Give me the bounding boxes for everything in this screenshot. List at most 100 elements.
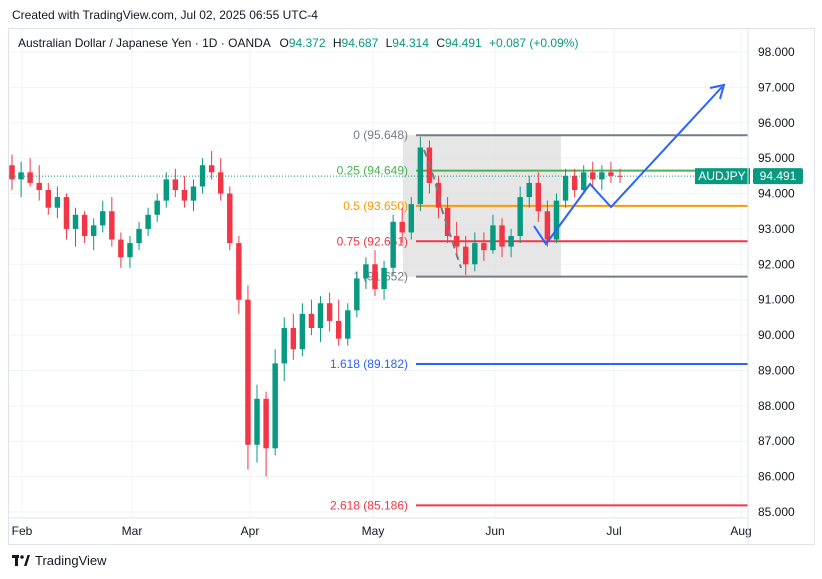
y-tick-label: 93.000 [758,222,795,236]
x-tick-label: May [362,524,385,538]
candle [236,236,242,314]
candle [535,172,542,222]
candle-body [27,172,33,183]
y-tick-label: 98.000 [758,45,795,59]
candle [517,186,523,244]
candle-body [36,182,42,190]
tradingview-logo-icon [12,555,30,566]
chart-frame [8,28,815,545]
y-tick-label: 92.000 [758,257,795,271]
candle-body [562,175,569,201]
candle-body [172,179,179,190]
fib-level-label: 2.618 (85.186) [330,498,408,512]
candle [417,136,424,212]
fib-level-label: 0.25 (94.649) [337,164,408,178]
y-tick-label: 85.000 [758,505,795,519]
tradingview-brand[interactable]: TradingView [12,553,107,568]
candle [172,168,179,198]
candle [72,207,79,247]
candle-body [227,193,233,244]
candle [444,197,451,244]
candle [254,384,260,463]
candle [481,232,487,261]
candle-body [90,225,97,236]
candle-body [308,313,315,328]
candle [45,182,52,215]
candle-body [590,172,596,180]
open-label: O [279,36,289,50]
candle-body [72,214,79,229]
candle [81,211,88,244]
candle [399,207,405,244]
fib-level-label: 1.618 (89.182) [330,357,408,371]
candle-body [499,225,505,247]
candle-body [390,221,396,268]
candle-body [372,264,378,290]
x-tick-label: Jul [606,524,621,538]
brand-name: TradingView [35,553,107,568]
high-label: H [332,36,342,50]
candle-body [217,172,224,194]
low-value: 94.314 [392,36,429,50]
y-tick-label: 88.000 [758,399,795,413]
candle-body [109,211,115,240]
candle [354,271,360,318]
y-tick-label: 97.000 [758,80,795,94]
candle [36,165,42,201]
candle [526,175,532,208]
candle-body [571,175,578,190]
x-tick-label: Jun [485,524,504,538]
candle [245,285,251,470]
candle [472,232,478,272]
candle-body [526,182,532,198]
last-price-tag[interactable]: AUDJPY 94.491 [695,168,803,185]
candle-body [54,197,61,208]
fib-retracement[interactable]: 0 (95.648) 0.25 (94.649) 0.5 (93.650) 0.75 … [330,128,748,512]
candle-body [263,398,269,449]
y-tick-label: 89.000 [758,363,795,377]
change-value: +0.087 (+0.09%) [489,36,579,50]
x-tick-label: Apr [241,524,260,538]
candle-body [145,214,151,229]
candle [190,179,197,212]
candle [27,158,33,187]
candle [599,165,605,190]
x-tick-label: Feb [12,524,33,538]
candle-body [281,328,287,364]
fib-level-label: 0.5 (93.650) [343,199,408,213]
candle-body [553,200,560,240]
candle-body [408,204,415,233]
candle [308,299,315,336]
candle-body [599,172,605,180]
candle [63,193,70,240]
candle-body [508,236,514,247]
candle [580,165,587,194]
candle-body [208,165,215,173]
candle-body [463,246,469,265]
candle-body [617,175,623,177]
candle [181,175,188,208]
candle [90,218,97,251]
candle-body [317,303,324,328]
candle-body [127,243,133,258]
candle-body [81,214,88,236]
y-tick-label: 95.000 [758,151,795,165]
candle [317,296,324,343]
candles-layer [9,136,623,477]
y-tick-label: 94.000 [758,187,795,201]
candle [562,168,569,208]
candle-body [290,328,297,350]
candle-body [118,239,124,258]
candle-body [453,236,460,247]
candle [208,151,215,180]
candle [490,214,496,254]
candle [463,236,469,275]
price-tag-value: 94.491 [760,169,797,183]
symbol-tag: AUDJPY [698,169,745,183]
candle [390,214,396,275]
candle-body [580,172,587,190]
candle [263,391,269,477]
candle-body [245,299,251,445]
symbol-title: Australian Dollar / Japanese Yen · 1D · … [18,36,271,50]
